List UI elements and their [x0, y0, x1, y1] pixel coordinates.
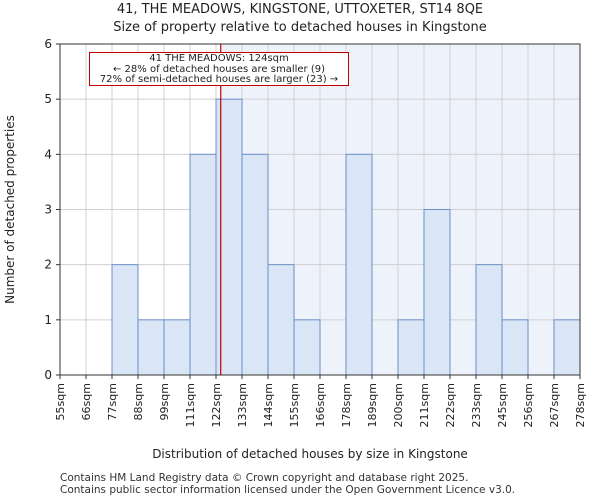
x-tick-label: 278sqm	[574, 383, 587, 427]
histogram-bar	[111, 264, 139, 376]
histogram-bar	[267, 264, 295, 376]
x-tick-label: 245sqm	[496, 383, 509, 427]
x-axis-label: Distribution of detached houses by size …	[152, 447, 468, 461]
chart-title-line2: Size of property relative to detached ho…	[113, 20, 487, 35]
y-tick-label: 4	[44, 147, 52, 161]
x-tick-label: 200sqm	[392, 383, 405, 427]
footer-line2: Contains public sector information licen…	[60, 484, 516, 496]
x-tick-label: 133sqm	[236, 383, 249, 427]
histogram-bar	[397, 319, 425, 376]
x-tick-label: 111sqm	[184, 383, 197, 427]
chart-title-line1: 41, THE MEADOWS, KINGSTONE, UTTOXETER, S…	[116, 2, 484, 17]
x-tick-label: 189sqm	[366, 383, 379, 427]
histogram-bar	[137, 319, 165, 376]
histogram-bar	[189, 153, 217, 376]
x-tick-label: 144sqm	[262, 383, 275, 427]
property-annotation-box: 41 THE MEADOWS: 124sqm ← 28% of detached…	[89, 52, 349, 86]
histogram-bar	[241, 153, 269, 376]
x-tick-label: 178sqm	[340, 383, 353, 427]
histogram-bar	[293, 319, 321, 376]
histogram-bar	[345, 153, 373, 376]
x-tick-label: 55sqm	[54, 383, 67, 420]
histogram-bar	[501, 319, 529, 376]
histogram-bar	[423, 209, 451, 376]
x-tick-label: 256sqm	[522, 383, 535, 427]
annotation-line3: 72% of semi-detached houses are larger (…	[99, 74, 339, 85]
annotation-line2: ← 28% of detached houses are smaller (9)	[113, 63, 325, 75]
y-tick-label: 1	[44, 313, 52, 327]
x-tick-label: 166sqm	[314, 383, 327, 427]
y-tick-label: 2	[44, 258, 52, 272]
x-tick-label: 99sqm	[158, 383, 171, 420]
y-tick-label: 5	[44, 92, 52, 106]
footer-line1: Contains HM Land Registry data © Crown c…	[60, 472, 469, 484]
histogram-bar	[475, 264, 503, 376]
y-tick-label: 0	[44, 368, 52, 382]
histogram-bar	[163, 319, 191, 376]
x-tick-label: 233sqm	[470, 383, 483, 427]
x-tick-label: 155sqm	[288, 383, 301, 427]
y-axis-label: Number of detached properties	[3, 115, 17, 304]
x-tick-label: 267sqm	[548, 383, 561, 427]
x-tick-label: 66sqm	[80, 383, 93, 420]
x-tick-label: 77sqm	[106, 383, 119, 420]
y-tick-label: 6	[44, 37, 52, 51]
annotation-line1: 41 THE MEADOWS: 124sqm	[149, 53, 289, 64]
x-tick-label: 222sqm	[444, 383, 457, 427]
x-tick-label: 122sqm	[210, 383, 223, 427]
histogram-bar	[553, 319, 581, 376]
histogram-bar	[215, 98, 243, 376]
y-tick-label: 3	[44, 203, 52, 217]
x-tick-label: 88sqm	[132, 383, 145, 420]
x-tick-label: 211sqm	[418, 383, 431, 427]
